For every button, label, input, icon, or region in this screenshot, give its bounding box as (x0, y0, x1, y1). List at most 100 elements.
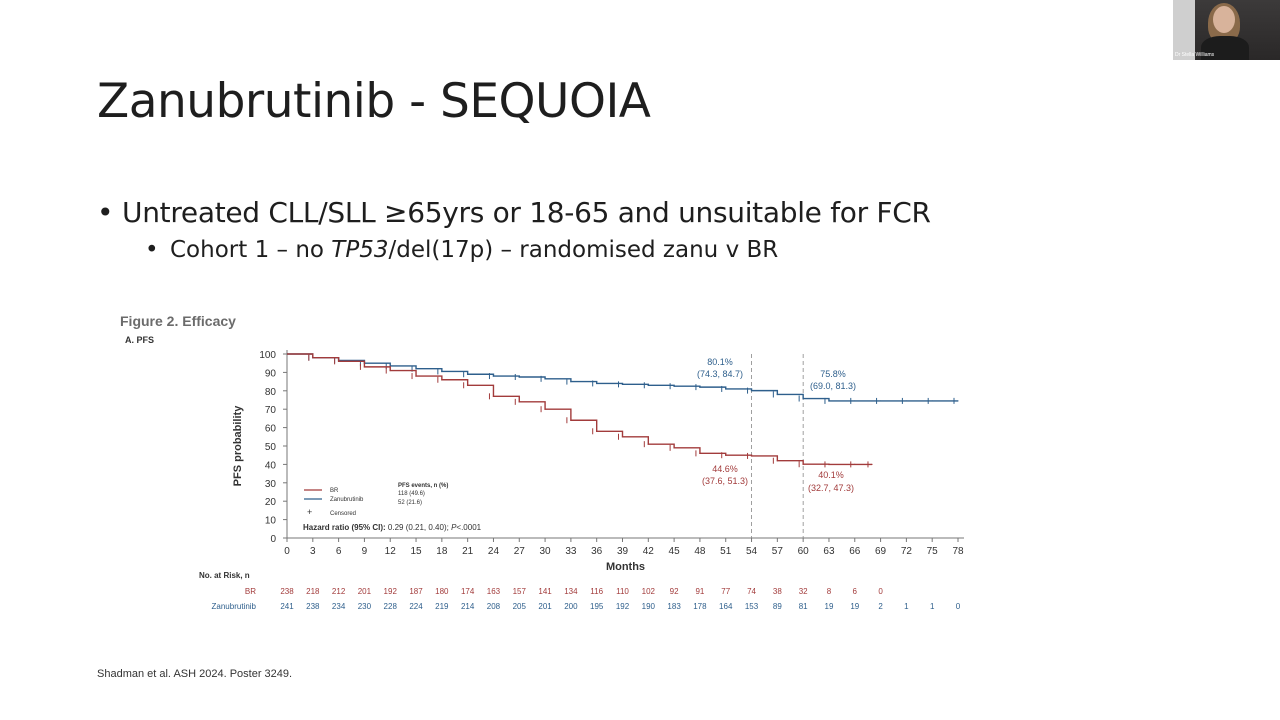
citation: Shadman et al. ASH 2024. Poster 3249. (97, 668, 293, 680)
y-tick-label: 70 (265, 405, 277, 416)
series-line-br (287, 353, 872, 466)
risk-cell-br: 74 (747, 587, 756, 596)
risk-cell-br: 192 (384, 587, 398, 596)
x-tick-label: 27 (514, 546, 526, 557)
data-point-zanubrutinib (725, 388, 727, 390)
x-tick-label: 30 (540, 546, 552, 557)
data-point-zanubrutinib (570, 381, 572, 383)
risk-cell-br: 32 (799, 587, 808, 596)
annotation-zanu-60-ci: (69.0, 81.3) (810, 381, 856, 391)
webcam-background (1173, 0, 1195, 60)
y-tick-label: 80 (265, 387, 277, 398)
legend-censored-label: Censored (330, 511, 356, 517)
legend-events-zanubrutinib: 52 (21.6) (398, 500, 422, 506)
x-tick-label: 36 (591, 546, 603, 557)
legend-label-br: BR (330, 488, 339, 494)
bullet-cohort-1-gene: TP53 (331, 237, 389, 263)
risk-cell-br: 38 (773, 587, 782, 596)
x-tick-label: 24 (488, 546, 500, 557)
data-point-zanubrutinib (828, 400, 830, 402)
data-point-br (492, 395, 495, 397)
x-tick-label: 60 (798, 546, 810, 557)
webcam-thumbnail[interactable]: Dr Stella Williams (1173, 0, 1280, 60)
x-tick-label: 33 (565, 546, 577, 557)
y-tick-label: 60 (265, 424, 277, 435)
risk-cell-br: 77 (721, 587, 730, 596)
risk-cell-zanubrutinib: 89 (773, 602, 782, 611)
annotation-br-54-pct: 44.6% (712, 464, 738, 474)
annotation-br-54-ci: (37.6, 51.3) (702, 476, 748, 486)
risk-cell-br: 8 (827, 587, 832, 596)
data-point-br (544, 408, 546, 410)
bullet-list: Untreated CLL/SLL ≥65yrs or 18-65 and un… (97, 196, 931, 263)
annotation-br-60-pct: 40.1% (818, 470, 844, 480)
data-point-br (441, 379, 443, 381)
webcam-name-label: Dr Stella Williams (1175, 52, 1215, 58)
data-point-zanubrutinib (854, 400, 856, 402)
data-point-zanubrutinib (492, 375, 495, 377)
risk-cell-br: 110 (616, 587, 629, 596)
y-tick-label: 30 (265, 479, 277, 490)
risk-cell-zanubrutinib: 214 (461, 602, 475, 611)
x-tick-label: 42 (643, 546, 655, 557)
data-point-br (570, 419, 572, 421)
risk-cell-zanubrutinib: 178 (693, 602, 707, 611)
risk-cell-zanubrutinib: 81 (799, 602, 808, 611)
data-point-br (312, 357, 314, 359)
data-point-br (338, 360, 340, 362)
bullet-cohort-1-pre: Cohort 1 – no (170, 237, 332, 263)
risk-cell-zanubrutinib: 19 (825, 602, 834, 611)
webcam-speaker-body (1201, 36, 1249, 60)
data-point-br (363, 366, 366, 368)
risk-cell-zanubrutinib: 2 (878, 602, 883, 611)
bullet-inclusion-criteria: Untreated CLL/SLL ≥65yrs or 18-65 and un… (97, 196, 931, 229)
annotation-zanu-54-pct: 80.1% (707, 357, 733, 367)
data-point-zanubrutinib (415, 368, 417, 370)
y-tick-label: 0 (270, 534, 276, 545)
risk-cell-zanubrutinib: 200 (564, 602, 578, 611)
x-tick-label: 15 (410, 546, 422, 557)
x-tick-label: 39 (617, 546, 629, 557)
figure-panel-label: A. PFS (125, 335, 154, 345)
risk-cell-zanubrutinib: 19 (850, 602, 859, 611)
data-point-zanubrutinib (673, 385, 675, 387)
x-tick-label: 12 (385, 546, 397, 557)
data-point-zanubrutinib (931, 400, 933, 402)
y-tick-label: 90 (265, 368, 277, 379)
risk-cell-zanubrutinib: 1 (904, 602, 909, 611)
data-point-zanubrutinib (647, 384, 649, 386)
x-tick-label: 9 (362, 546, 368, 557)
data-point-br (871, 463, 873, 465)
annotation-zanu-60-pct: 75.8% (820, 369, 846, 379)
data-point-br (415, 375, 417, 377)
data-point-zanubrutinib (312, 357, 314, 359)
risk-cell-zanubrutinib: 228 (384, 602, 398, 611)
risk-table-header: No. at Risk, n (199, 571, 250, 580)
data-point-br (854, 463, 856, 465)
risk-cell-zanubrutinib: 238 (306, 602, 320, 611)
y-tick-label: 40 (265, 460, 277, 471)
data-point-zanubrutinib (389, 365, 391, 367)
data-point-zanubrutinib (363, 362, 366, 364)
risk-cell-br: 157 (513, 587, 527, 596)
data-point-br (699, 452, 701, 454)
x-tick-label: 3 (310, 546, 316, 557)
risk-row-label-zanubrutinib: Zanubrutinib (212, 602, 257, 611)
data-point-zanubrutinib (544, 378, 546, 380)
bullet-cohort-1: Cohort 1 – no TP53/del(17p) – randomised… (145, 237, 979, 263)
risk-cell-zanubrutinib: 164 (719, 602, 733, 611)
risk-cell-zanubrutinib: 192 (616, 602, 630, 611)
x-tick-label: 48 (694, 546, 706, 557)
risk-row-label-br: BR (245, 587, 256, 596)
data-point-br (389, 369, 391, 372)
x-tick-label: 18 (436, 546, 448, 557)
risk-cell-br: 218 (306, 587, 320, 596)
x-tick-label: 0 (284, 546, 290, 557)
risk-cell-zanubrutinib: 1 (930, 602, 935, 611)
hazard-ratio-label: Hazard ratio (95% CI): (303, 523, 388, 532)
data-point-br (518, 401, 520, 403)
data-point-zanubrutinib (518, 376, 520, 378)
data-point-br (647, 443, 649, 445)
risk-cell-br: 6 (853, 587, 858, 596)
risk-cell-zanubrutinib: 205 (513, 602, 527, 611)
